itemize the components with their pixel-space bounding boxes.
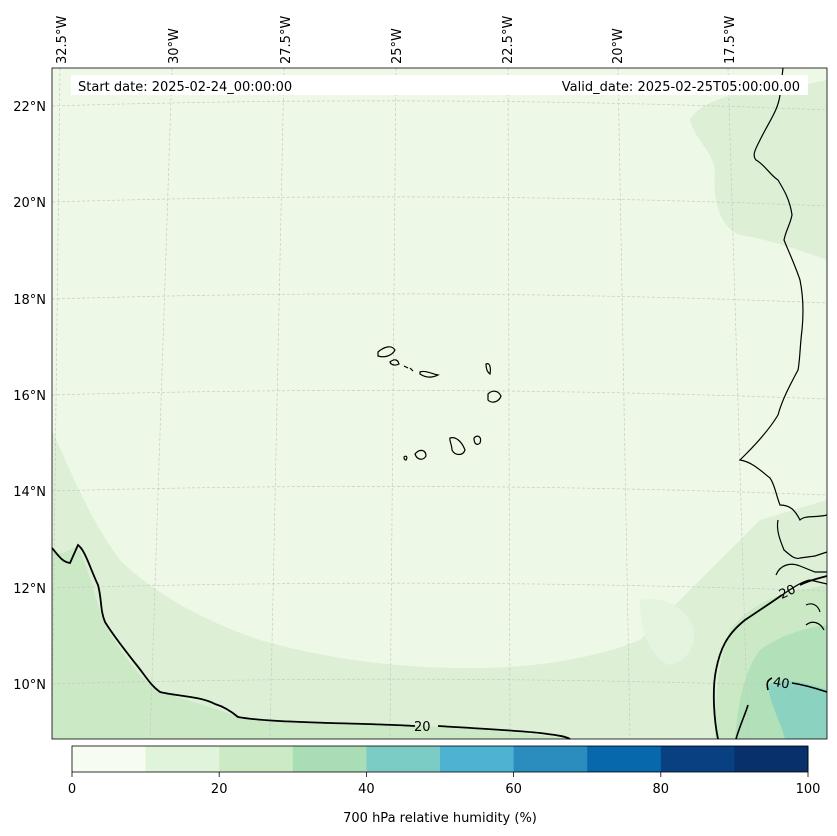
lon-label-27-5w: 27.5°W — [279, 16, 294, 64]
latitude-gridlines — [51, 100, 828, 688]
humidity-field-10-20-northeast — [690, 80, 827, 260]
colorbar: 0 20 40 60 80 100 700 hPa relative humid… — [68, 745, 821, 826]
start-date-text: Start date: 2025-02-24_00:00:00 — [78, 80, 292, 95]
africa-coastline-south — [775, 519, 828, 631]
longitude-labels: 32.5°W 30°W 27.5°W 25°W 22.5°W 20°W 17.5… — [55, 16, 738, 64]
colorbar-swatch-9 — [734, 746, 809, 772]
lon-label-32-5w: 32.5°W — [55, 16, 70, 64]
colorbar-tick-marks — [71, 772, 809, 777]
humidity-field-20-30-southwest — [52, 547, 570, 739]
lat-label-22n: 22°N — [13, 100, 46, 115]
colorbar-swatch-3 — [292, 746, 367, 772]
contour-20-southwest — [51, 543, 571, 740]
lon-label-20w: 20°W — [611, 28, 626, 64]
colorbar-swatch-7 — [587, 746, 662, 772]
colorbar-tick-80: 80 — [653, 782, 670, 797]
humidity-field-10-20-south — [52, 430, 827, 739]
map-area: 20 20 40 Start date: 2025-02-24_00:00:00… — [51, 67, 828, 740]
lon-label-22-5w: 22.5°W — [501, 16, 516, 64]
lat-label-10n: 10°N — [13, 678, 46, 693]
colorbar-tick-100: 100 — [796, 782, 821, 797]
lon-label-25w: 25°W — [390, 28, 405, 64]
colorbar-swatch-2 — [219, 746, 294, 772]
colorbar-tick-60: 60 — [505, 782, 522, 797]
lat-label-18n: 18°N — [13, 293, 46, 308]
colorbar-swatch-5 — [440, 746, 515, 772]
header-box — [71, 75, 808, 95]
valid-date-text: Valid_date: 2025-02-25T05:00:00.00 — [562, 80, 800, 95]
lat-label-14n: 14°N — [13, 485, 46, 500]
contour-label-20-bottom: 20 — [414, 720, 431, 735]
colorbar-tick-20: 20 — [211, 782, 228, 797]
lat-label-20n: 20°N — [13, 196, 46, 211]
humidity-field-40-50-southeast — [768, 680, 827, 739]
colorbar-swatch-6 — [513, 746, 588, 772]
latitude-labels: 22°N 20°N 18°N 16°N 14°N 12°N 10°N — [13, 100, 46, 693]
colorbar-label: 700 hPa relative humidity (%) — [343, 811, 537, 826]
colorbar-swatch-1 — [145, 746, 220, 772]
colorbar-swatch-0 — [72, 746, 147, 772]
colorbar-swatch-8 — [660, 746, 735, 772]
africa-coastline — [738, 67, 828, 522]
contour-40 — [735, 677, 828, 740]
longitude-gridlines — [51, 67, 749, 740]
lat-label-12n: 12°N — [13, 582, 46, 597]
colorbar-tick-0: 0 — [68, 782, 76, 797]
colorbar-swatch-4 — [366, 746, 441, 772]
humidity-field-10-20-southeast — [640, 598, 694, 665]
map-frame — [51, 67, 828, 740]
lon-label-17-5w: 17.5°W — [723, 16, 738, 64]
lon-label-30w: 30°W — [167, 28, 182, 64]
contour-label-40: 40 — [772, 675, 791, 693]
colorbar-swatches — [72, 746, 809, 772]
contour-label-20-right: 20 — [777, 582, 798, 603]
contour-20-southeast — [712, 575, 828, 740]
colorbar-frame — [71, 745, 809, 773]
lat-label-16n: 16°N — [13, 389, 46, 404]
colorbar-tick-40: 40 — [358, 782, 375, 797]
cape-verde-islands — [377, 346, 502, 461]
